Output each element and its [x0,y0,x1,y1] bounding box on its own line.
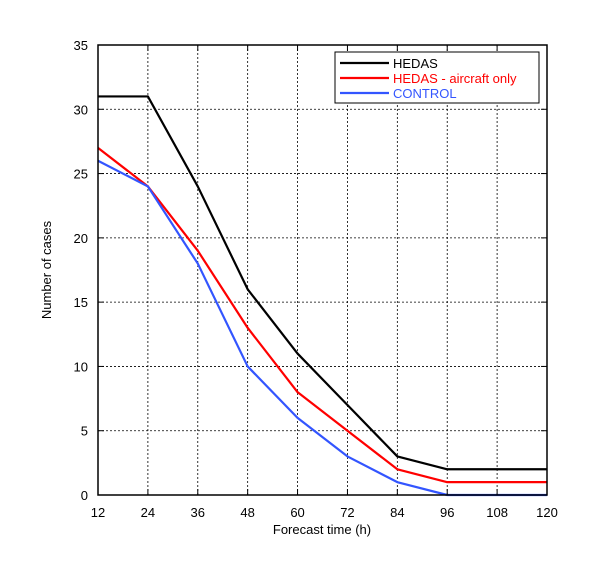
axis-ticks [97,44,548,496]
legend-label: CONTROL [393,86,457,101]
x-tick-label: 120 [536,505,558,520]
y-tick-label: 20 [74,231,88,246]
y-tick-label: 30 [74,102,88,117]
legend-label: HEDAS - aircraft only [393,71,517,86]
x-tick-label: 60 [290,505,304,520]
series-line-2 [97,146,547,484]
x-tick-label: 12 [91,505,105,520]
legend-label: HEDAS [393,56,438,71]
x-tick-label: 72 [340,505,354,520]
series-lines [97,95,547,497]
y-tick-label: 0 [81,488,88,503]
x-tick-label: 96 [440,505,454,520]
y-tick-labels: 0 5 10 15 20 25 30 35 [74,38,88,503]
y-tick-label: 15 [74,295,88,310]
y-tick-label: 35 [74,38,88,53]
series-line-1 [98,95,547,471]
x-tick-label: 108 [486,505,508,520]
y-tick-label: 10 [74,359,88,374]
x-tick-label: 48 [240,505,254,520]
x-tick-labels: 12 24 36 48 60 72 84 96 108 120 [91,505,558,520]
x-tick-label: 84 [390,505,404,520]
y-tick-label: 5 [81,424,88,439]
grid-lines [98,45,547,495]
x-tick-label: 24 [141,505,155,520]
x-axis-label: Forecast time (h) [273,522,371,537]
plot-frame [97,44,548,496]
series-line-3 [97,159,547,497]
y-tick-label: 25 [74,167,88,182]
x-tick-label: 36 [191,505,205,520]
y-axis-label: Number of cases [39,220,54,319]
